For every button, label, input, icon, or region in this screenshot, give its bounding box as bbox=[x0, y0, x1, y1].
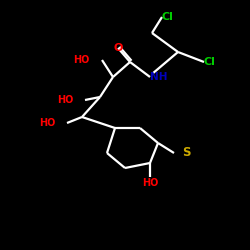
Text: NH: NH bbox=[150, 72, 168, 82]
Text: Cl: Cl bbox=[204, 57, 216, 67]
Text: Cl: Cl bbox=[162, 12, 174, 22]
Text: HO: HO bbox=[142, 178, 158, 188]
Text: O: O bbox=[113, 43, 123, 53]
Text: S: S bbox=[182, 146, 190, 160]
Text: HO: HO bbox=[56, 95, 73, 105]
Text: HO: HO bbox=[38, 118, 55, 128]
Text: HO: HO bbox=[74, 55, 90, 65]
